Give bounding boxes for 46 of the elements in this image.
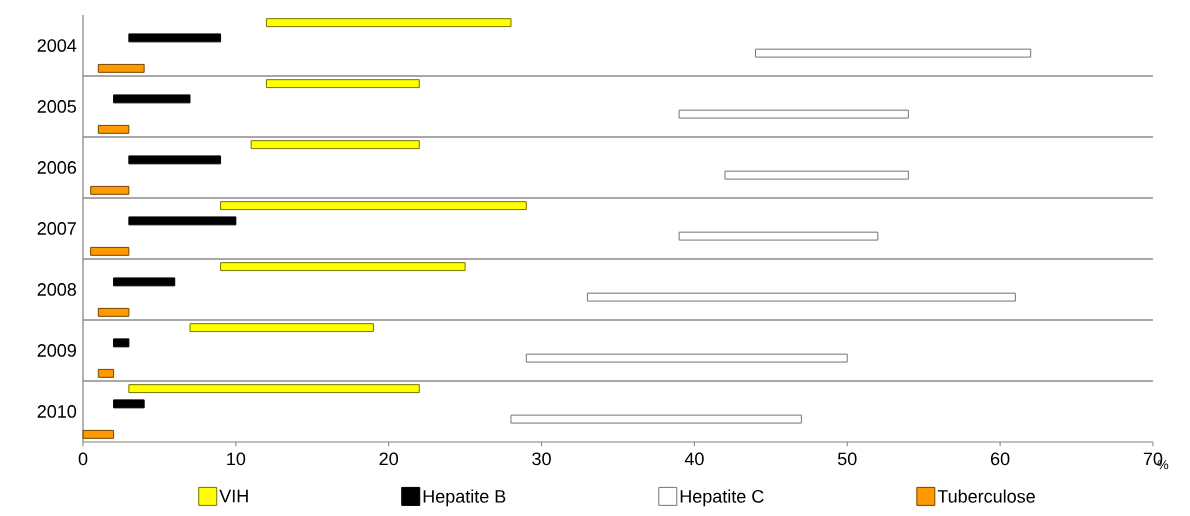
bar [128, 216, 237, 226]
bar [128, 384, 420, 394]
x-tick-label: 30 [532, 452, 551, 466]
legend-label: Hepatite C [680, 489, 764, 507]
bar [678, 109, 909, 119]
y-tick-label: 2006 [37, 161, 77, 174]
legend-label: VIH [219, 489, 248, 503]
bar [97, 63, 145, 73]
y-tick-label: 2007 [37, 222, 76, 235]
bar [90, 185, 130, 195]
bar [724, 170, 909, 180]
bar [90, 246, 130, 256]
x-tick-label: 10 [227, 452, 246, 466]
bar [250, 140, 420, 150]
bar [678, 231, 879, 241]
bar [525, 353, 848, 363]
bar [82, 429, 115, 439]
x-tick-label: 40 [684, 452, 704, 466]
x-tick-label: 50 [837, 452, 857, 466]
bar [97, 124, 130, 134]
legend-label: Tuberculose [937, 489, 1035, 503]
bar [113, 399, 145, 409]
y-tick-label: 2008 [37, 283, 77, 296]
y-tick-label: 2010 [37, 405, 77, 418]
x-tick-label: 60 [990, 452, 1010, 466]
bar [265, 18, 512, 28]
bar [128, 155, 222, 165]
bar [265, 79, 420, 89]
bar [97, 368, 115, 378]
bar [113, 277, 176, 287]
bar [510, 414, 802, 424]
bar [220, 201, 527, 211]
bar [220, 262, 466, 272]
bar [755, 48, 1032, 58]
bar [97, 307, 130, 317]
bar [586, 292, 1016, 302]
bar [128, 33, 222, 43]
y-tick-label: 2004 [37, 39, 77, 52]
y-tick-label: 2009 [37, 344, 76, 357]
bar [113, 338, 130, 348]
y-tick-label: 2005 [37, 100, 77, 113]
bar [113, 94, 191, 104]
legend-label: Hepatite B [423, 489, 506, 507]
x-tick-label: 0 [78, 452, 88, 466]
bar [189, 323, 374, 333]
x-tick-label: 20 [379, 452, 399, 466]
